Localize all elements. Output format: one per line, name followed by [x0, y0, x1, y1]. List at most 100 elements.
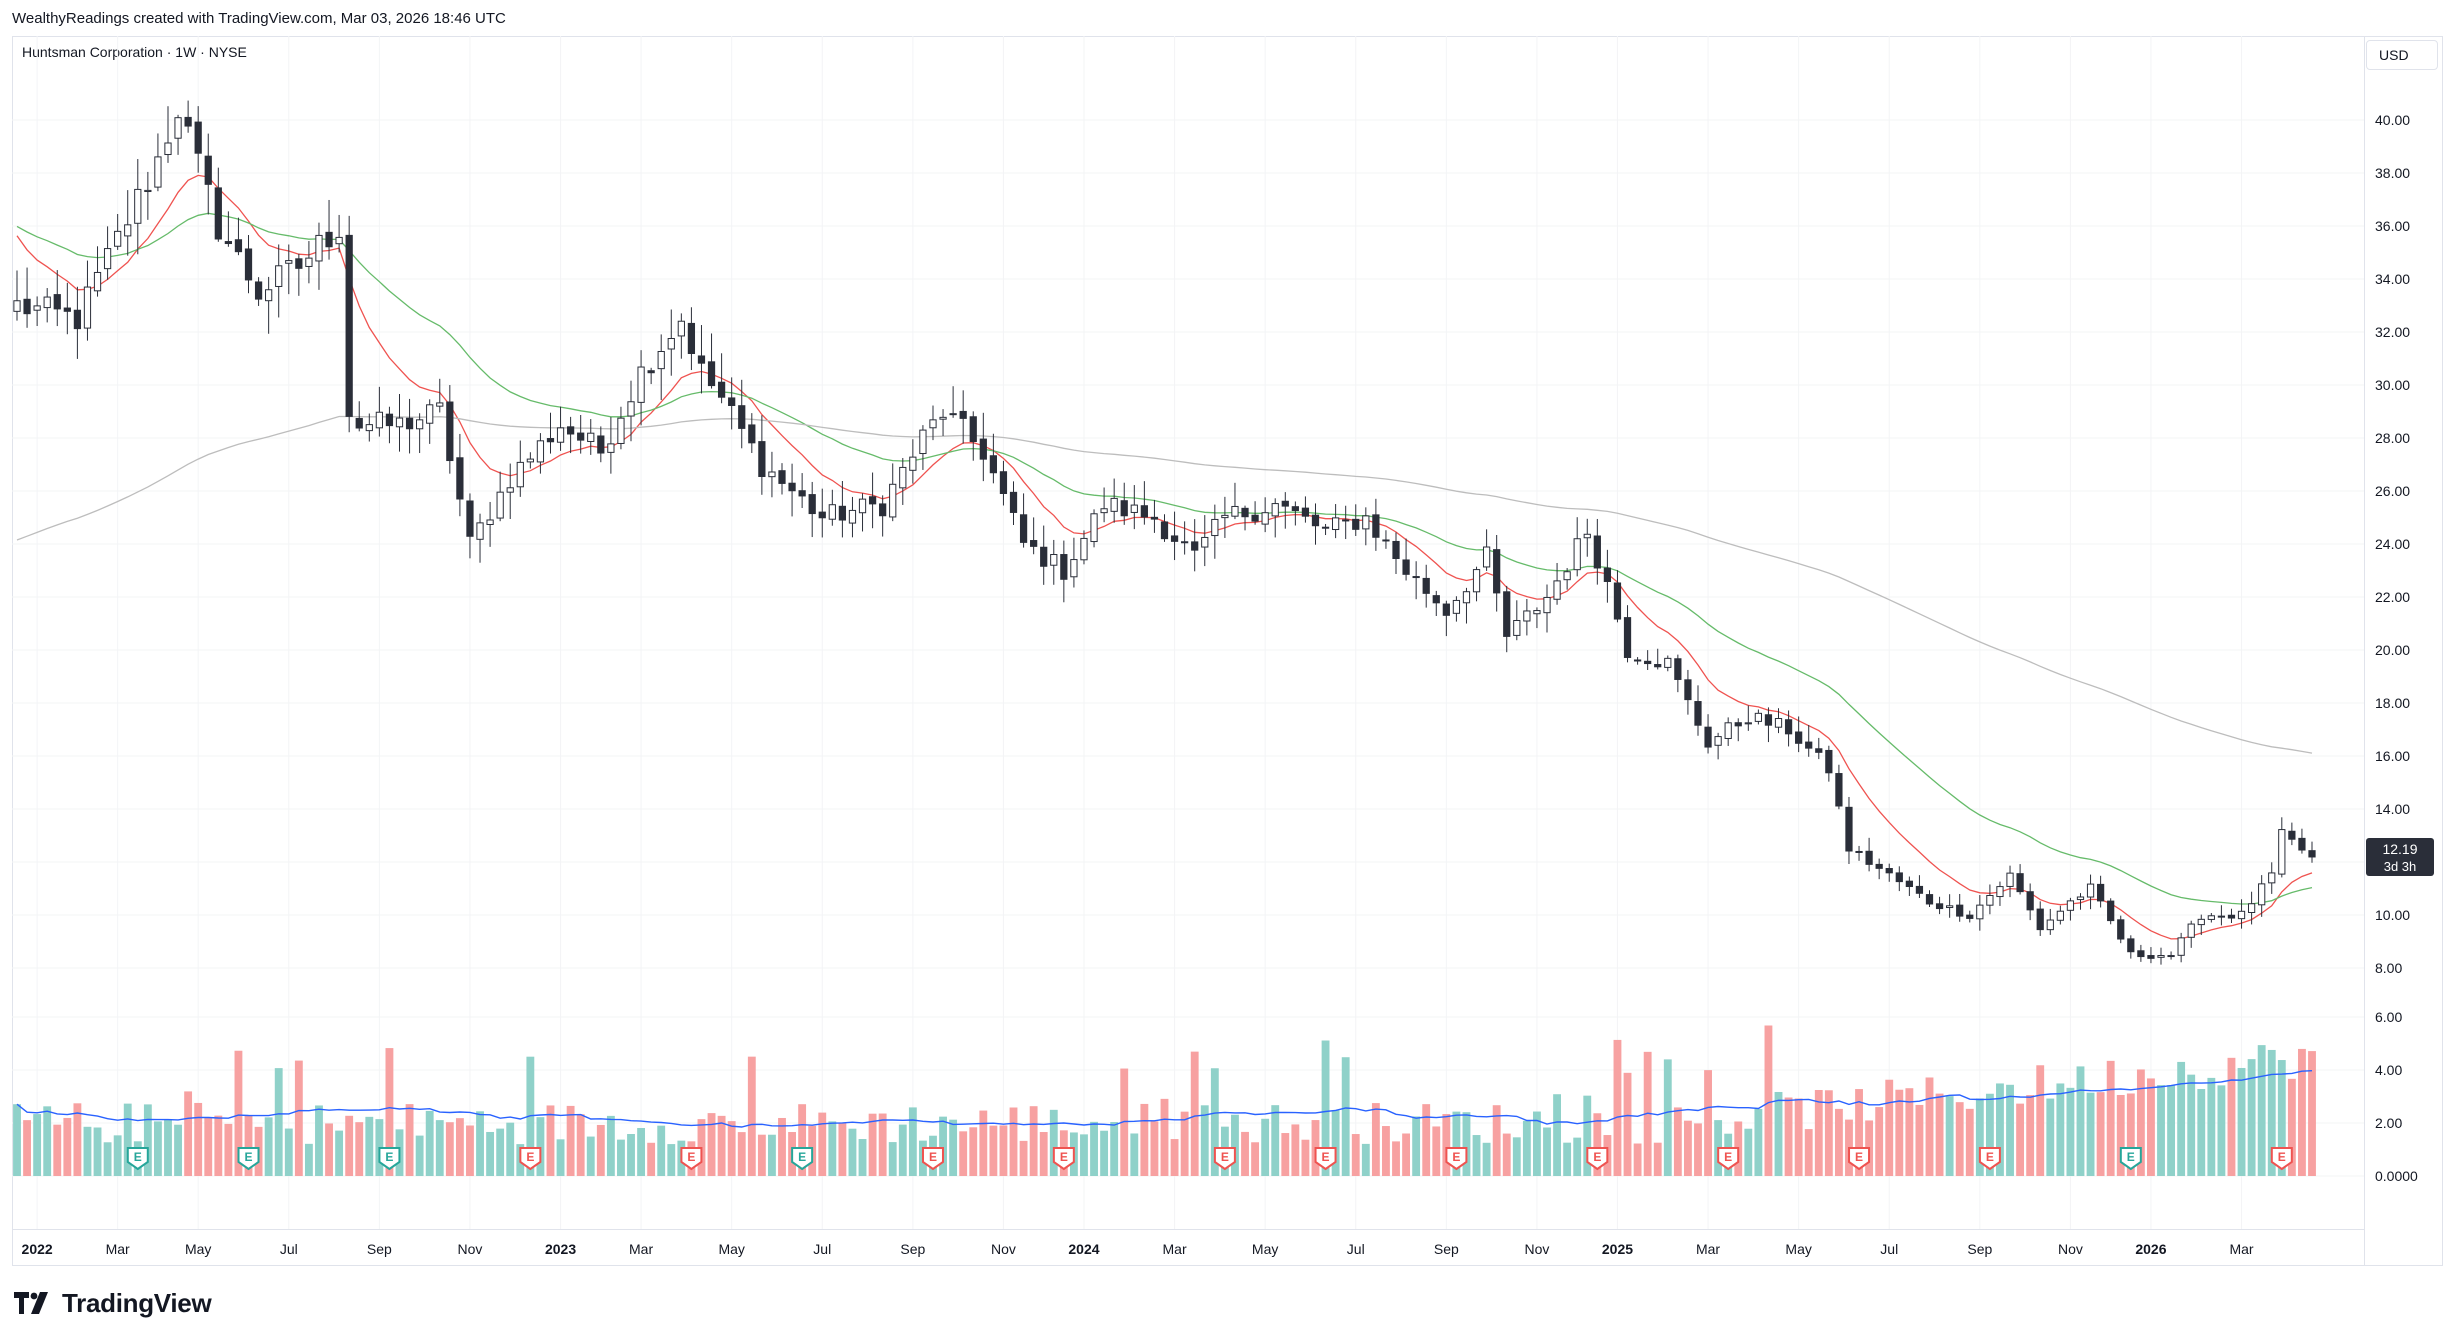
candle-body — [63, 307, 71, 312]
candle-body — [1694, 701, 1702, 726]
candle-body — [2016, 873, 2024, 893]
earnings-marker-icon — [378, 1147, 401, 1171]
candle-body — [1966, 914, 1974, 919]
candle-body — [1754, 712, 1763, 722]
candle-body — [446, 401, 454, 462]
volume-bar — [1432, 1126, 1441, 1176]
candle-body — [919, 429, 927, 455]
candle-body — [496, 491, 504, 519]
price-axis-separator — [2364, 36, 2365, 1266]
candle-body — [2046, 919, 2054, 931]
candle-body — [2278, 829, 2286, 875]
volume-bar — [1422, 1104, 1431, 1176]
volume-bar — [2066, 1087, 2075, 1176]
symbol-legend[interactable]: Huntsman Corporation · 1W · NYSE — [22, 44, 247, 60]
volume-bar — [2177, 1061, 2186, 1176]
volume-bar — [164, 1119, 172, 1176]
volume-bar — [1593, 1113, 1602, 1176]
candle-body — [1372, 514, 1380, 538]
candle-body — [798, 490, 806, 497]
candle-body — [1120, 500, 1128, 517]
candle-body — [2086, 883, 2095, 898]
candle-body — [1080, 537, 1088, 561]
candle-body — [556, 427, 565, 443]
candle-body — [1472, 569, 1481, 593]
candle-body — [174, 117, 182, 139]
chart-caption: WealthyReadings created with TradingView… — [12, 10, 506, 27]
volume-bar — [365, 1116, 374, 1176]
candle-body — [1201, 536, 1209, 548]
earnings-marker-icon — [1586, 1147, 1609, 1171]
candle-body — [325, 231, 333, 248]
candle-body — [2036, 908, 2044, 931]
candle-body — [2006, 872, 2014, 887]
volume-bar — [1824, 1090, 1833, 1176]
volume-bar — [2016, 1103, 2025, 1176]
volume-bar — [244, 1115, 253, 1176]
candle-body — [224, 241, 233, 245]
volume-bar — [1905, 1088, 1914, 1176]
volume-bar — [2298, 1048, 2306, 1176]
candle-body — [1654, 664, 1662, 668]
candle-body — [768, 471, 776, 478]
earnings-marker-label: E — [687, 1150, 695, 1164]
price-axis-label: 22.00 — [2375, 589, 2410, 605]
earnings-marker-label: E — [1221, 1150, 1229, 1164]
candle-body — [2127, 938, 2135, 953]
time-axis-label: Sep — [367, 1241, 392, 1257]
volume-bar — [2287, 1078, 2296, 1176]
grid-layer — [12, 36, 2364, 1229]
candle-body — [1623, 617, 1632, 658]
candle-body — [385, 413, 394, 427]
candle-body — [1392, 540, 1400, 560]
volume-bar — [1190, 1051, 1199, 1176]
candle-body — [607, 443, 615, 453]
time-axis-separator — [12, 1229, 2365, 1230]
candle-body — [858, 498, 867, 514]
earnings-marker-label: E — [929, 1150, 937, 1164]
candle-body — [1724, 722, 1732, 739]
time-axis-label: May — [718, 1241, 744, 1257]
candle-body — [395, 417, 404, 428]
candle-body — [647, 370, 655, 374]
volume-bar — [1623, 1072, 1632, 1176]
volume-bar — [778, 1117, 786, 1176]
volume-bar — [2076, 1066, 2085, 1176]
candle-body — [1432, 595, 1440, 604]
candle-body — [2227, 914, 2236, 919]
volume-bar — [194, 1102, 203, 1176]
volume-bar — [798, 1104, 807, 1176]
candle-body — [2167, 955, 2175, 958]
volume-bar — [435, 1120, 444, 1176]
candle-body — [506, 487, 514, 493]
volume-bar — [1834, 1108, 1843, 1176]
candle-body — [405, 417, 414, 430]
candle-body — [1191, 541, 1199, 551]
candle-body — [1674, 658, 1682, 680]
candle-body — [265, 289, 273, 302]
price-axis-label: 38.00 — [2375, 165, 2410, 181]
earnings-marker-label: E — [1855, 1150, 1863, 1164]
candle-body — [93, 271, 102, 292]
tradingview-logo[interactable]: TradingView — [14, 1288, 212, 1319]
candle-body — [2207, 915, 2215, 920]
time-axis-label: May — [1252, 1241, 1278, 1257]
volume-bar — [1291, 1124, 1300, 1176]
candle-body — [828, 504, 836, 520]
candle-body — [1825, 749, 1833, 774]
volume-bar — [425, 1110, 434, 1176]
volume-bar — [1975, 1098, 1984, 1176]
currency-button[interactable]: USD — [2366, 40, 2438, 70]
candle-body — [184, 116, 192, 127]
volume-bar — [1452, 1111, 1461, 1176]
candle-body — [1311, 514, 1320, 527]
volume-bar — [848, 1128, 857, 1176]
volume-bar — [1341, 1057, 1350, 1176]
candle-body — [1040, 546, 1048, 567]
chart-frame[interactable] — [12, 36, 2443, 1266]
volume-bar — [1875, 1107, 1884, 1176]
candle-body — [929, 419, 937, 429]
volume-ma-layer — [16, 1070, 2313, 1128]
